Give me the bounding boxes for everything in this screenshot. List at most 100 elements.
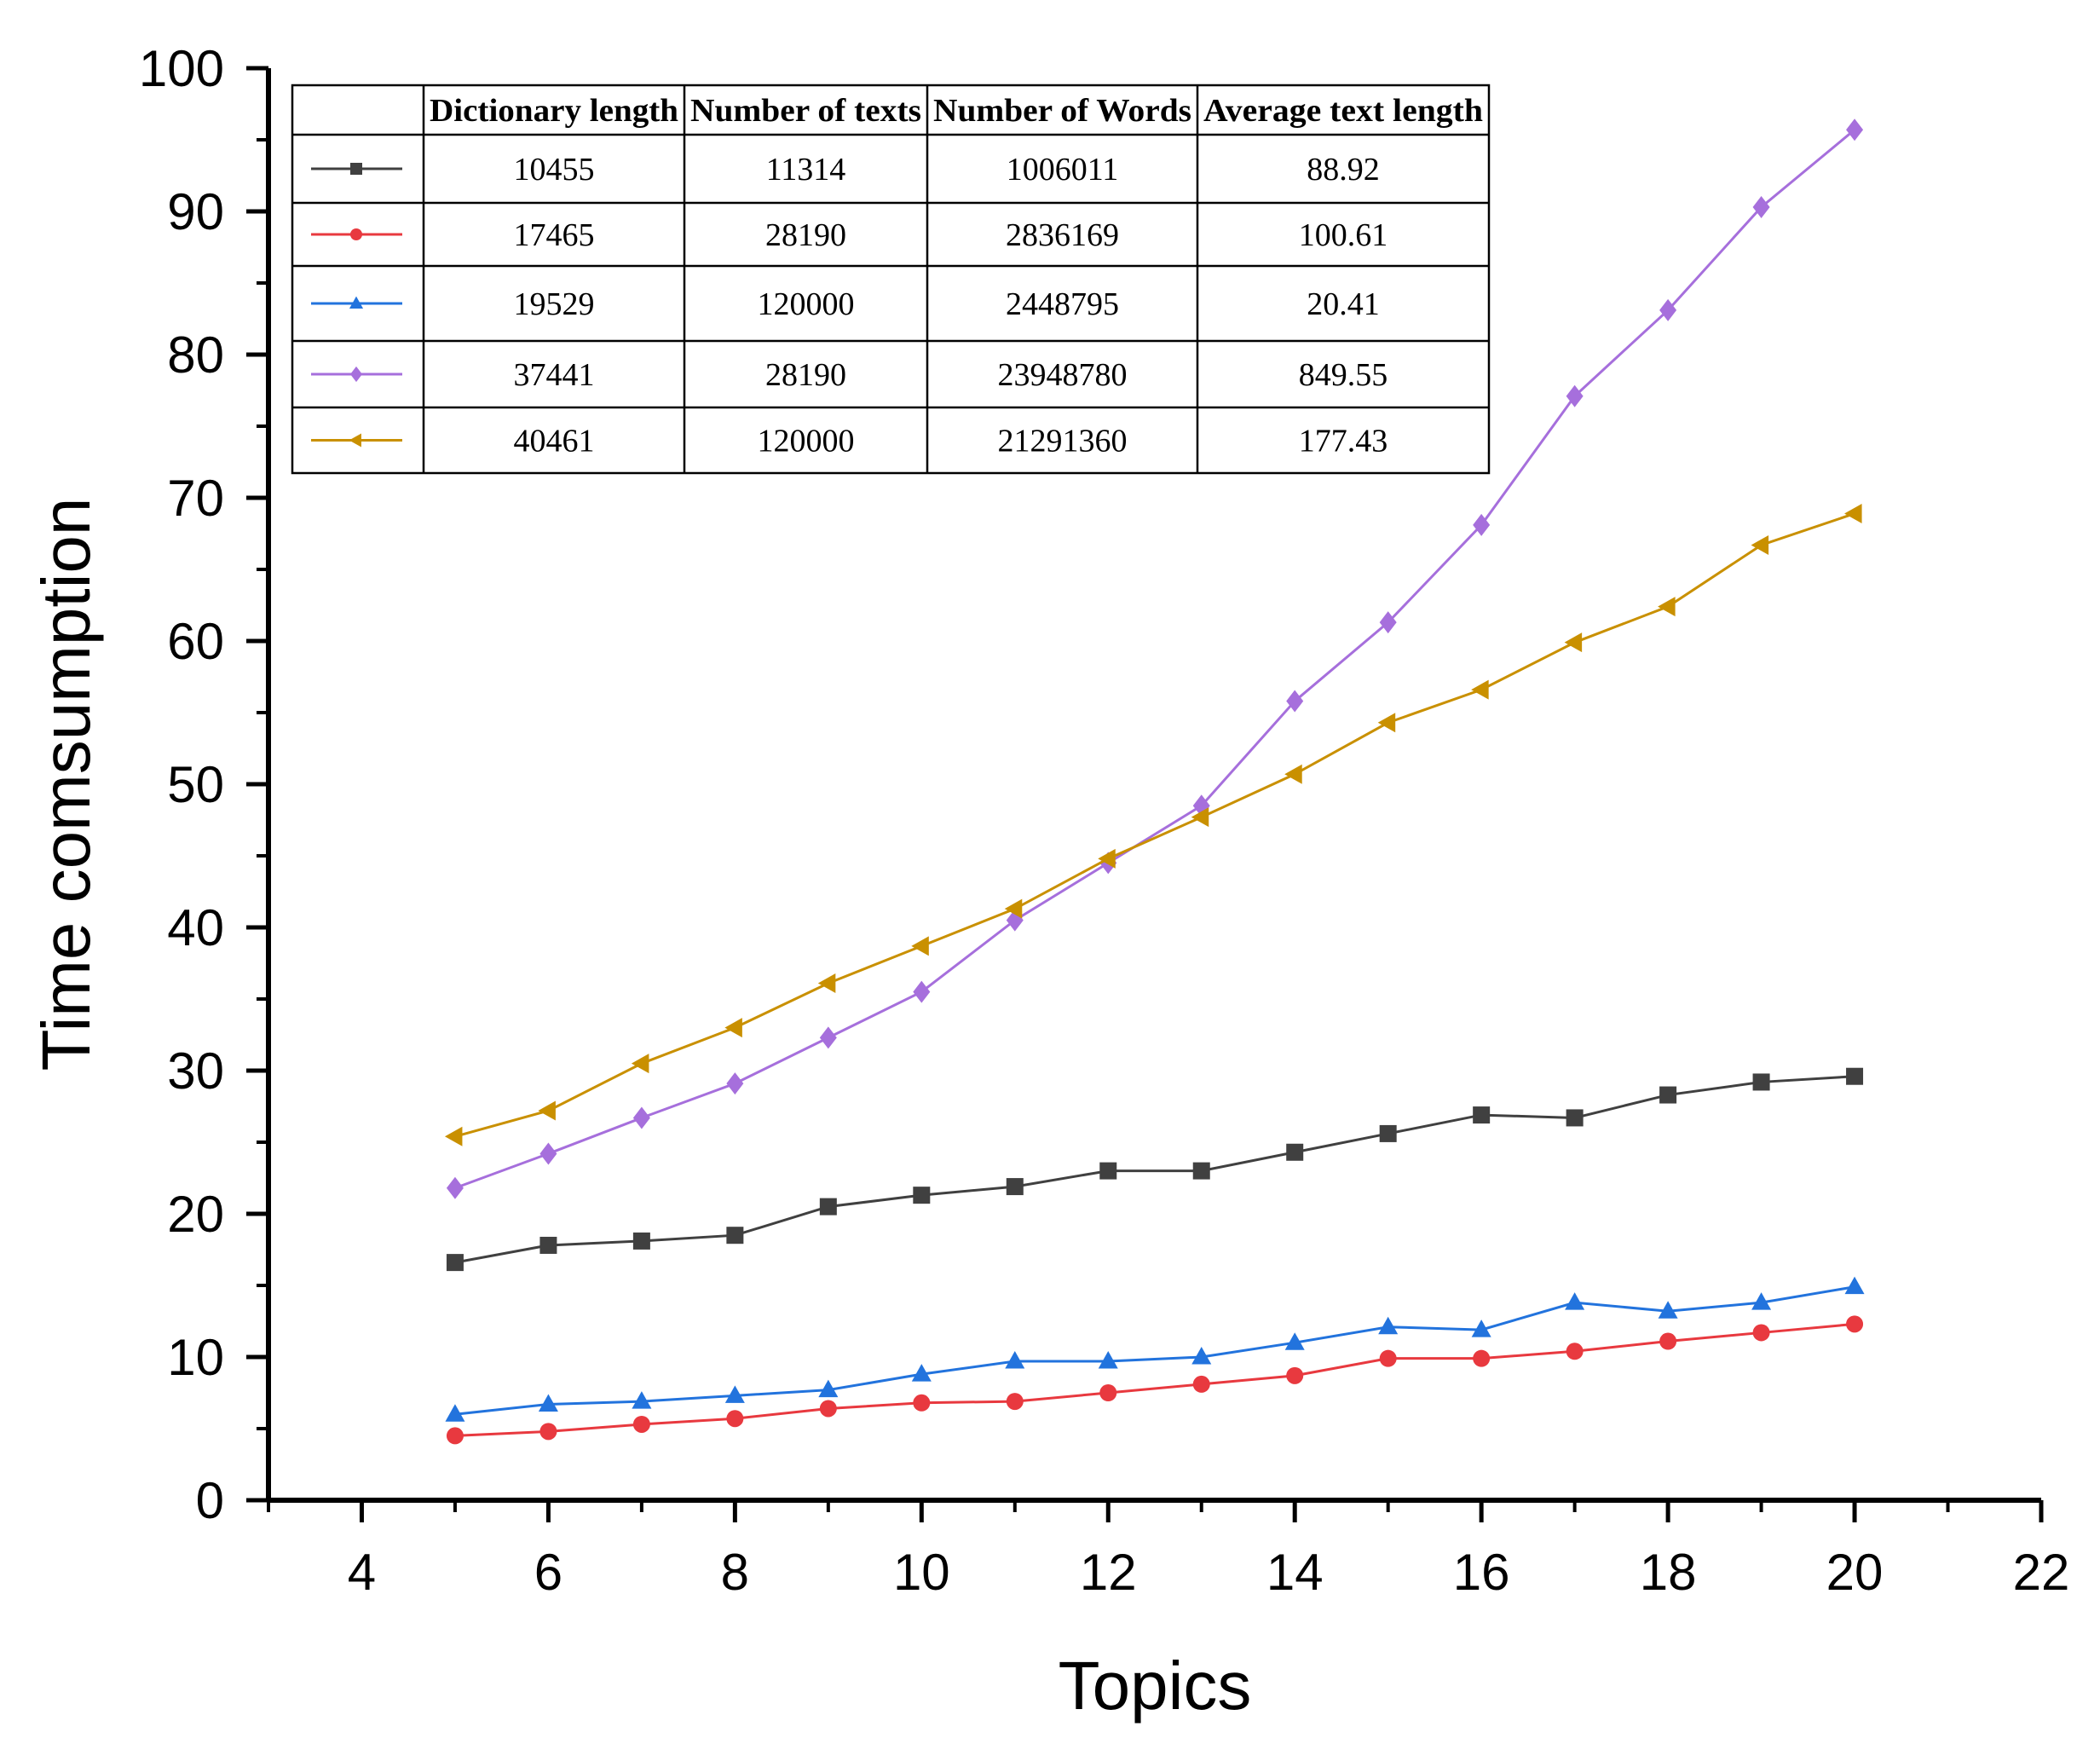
data-point-19529 xyxy=(911,1364,932,1382)
y-tick-label: 0 xyxy=(196,1472,224,1529)
series-19529 xyxy=(445,1276,1865,1422)
table-cell: 10455 xyxy=(514,152,595,188)
y-tick-label: 70 xyxy=(167,470,224,527)
legend-marker xyxy=(349,296,364,309)
x-tick-label: 12 xyxy=(1080,1544,1137,1601)
data-point-37441 xyxy=(1846,118,1864,141)
table-cell: 20.41 xyxy=(1307,286,1380,322)
data-point-17465 xyxy=(632,1415,650,1433)
data-point-10455 xyxy=(632,1232,650,1250)
y-tick-label: 80 xyxy=(167,326,224,384)
data-point-19529 xyxy=(1284,1332,1305,1350)
data-point-17465 xyxy=(1846,1315,1864,1333)
legend-sample-17465 xyxy=(311,228,402,240)
data-point-19529 xyxy=(538,1394,558,1412)
y-tick-label: 100 xyxy=(139,40,224,97)
y-tick-label: 20 xyxy=(167,1186,224,1243)
data-point-40461 xyxy=(1191,807,1209,828)
table-cell: 17465 xyxy=(514,217,595,253)
data-point-40461 xyxy=(1377,713,1396,733)
data-point-10455 xyxy=(726,1227,744,1244)
table-cell: 177.43 xyxy=(1299,424,1388,459)
axes: 4 6 8 10 12 14 16 18 20 22 0 10 20 30 40 50 60 70 80 90 100 xyxy=(139,40,2069,1601)
legend-table: Dictionary length Number of texts Number o… xyxy=(291,84,1491,475)
series-37441 xyxy=(446,118,1864,1199)
table-header-cell: Dictionary length xyxy=(430,93,678,129)
data-point-19529 xyxy=(1844,1276,1865,1295)
y-tick-label: 50 xyxy=(167,756,224,813)
data-point-10455 xyxy=(446,1254,464,1272)
x-tick-label: 22 xyxy=(2013,1544,2070,1601)
data-point-40461 xyxy=(1098,848,1116,869)
table-cell: 19529 xyxy=(514,286,595,322)
series-line-10455 xyxy=(454,1075,1855,1264)
data-point-19529 xyxy=(818,1379,839,1398)
data-point-40461 xyxy=(444,1126,463,1146)
table-cell: 28190 xyxy=(765,357,846,393)
data-point-19529 xyxy=(632,1391,652,1409)
data-point-10455 xyxy=(1379,1124,1397,1142)
table-header-cell: Number of Words xyxy=(933,93,1191,129)
table-cell: 120000 xyxy=(758,286,855,322)
table-cell: 37441 xyxy=(514,357,595,393)
series-layer xyxy=(444,118,1865,1445)
table-cell: 1006011 xyxy=(1007,152,1119,188)
table-cell: 11314 xyxy=(766,152,846,188)
y-tick-label: 10 xyxy=(167,1329,224,1386)
data-point-19529 xyxy=(1098,1351,1118,1369)
x-tick-label: 4 xyxy=(348,1544,376,1601)
data-point-17465 xyxy=(1192,1375,1210,1393)
data-point-40461 xyxy=(1284,764,1302,784)
data-point-37441 xyxy=(1473,513,1491,536)
legend-marker xyxy=(349,433,361,448)
data-point-17465 xyxy=(446,1427,464,1445)
data-point-10455 xyxy=(539,1236,557,1254)
series-line-40461 xyxy=(454,512,1855,1138)
data-point-10455 xyxy=(913,1187,931,1204)
table-cell: 100.61 xyxy=(1299,217,1388,253)
data-point-37441 xyxy=(1286,690,1304,713)
x-tick-label: 14 xyxy=(1266,1544,1324,1601)
series-17465 xyxy=(446,1315,1864,1445)
data-point-19529 xyxy=(1005,1351,1025,1369)
data-point-37441 xyxy=(632,1106,650,1129)
data-point-19529 xyxy=(445,1404,465,1422)
data-point-37441 xyxy=(726,1072,744,1095)
legend-marker xyxy=(350,228,362,240)
data-point-40461 xyxy=(911,936,929,956)
data-point-40461 xyxy=(538,1100,556,1121)
data-point-37441 xyxy=(913,980,931,1003)
data-point-17465 xyxy=(1752,1324,1770,1342)
data-point-17465 xyxy=(1379,1349,1397,1367)
data-point-10455 xyxy=(1473,1106,1491,1124)
y-tick-label: 60 xyxy=(167,613,224,670)
series-10455 xyxy=(446,1067,1864,1272)
data-point-10455 xyxy=(1659,1086,1677,1104)
x-tick-label: 18 xyxy=(1640,1544,1697,1601)
legend-sample-19529 xyxy=(311,296,402,309)
table-cell: 40461 xyxy=(514,424,595,459)
data-point-40461 xyxy=(1564,632,1583,653)
data-point-40461 xyxy=(1471,679,1489,700)
y-tick-label: 40 xyxy=(167,899,224,956)
data-point-17465 xyxy=(1006,1393,1024,1411)
data-point-10455 xyxy=(1099,1162,1117,1180)
series-line-37441 xyxy=(454,129,1856,1190)
x-tick-label: 8 xyxy=(721,1544,749,1601)
data-point-37441 xyxy=(1752,195,1770,218)
x-tick-label: 16 xyxy=(1453,1544,1510,1601)
data-point-37441 xyxy=(819,1026,837,1049)
legend-sample-37441 xyxy=(311,366,402,383)
data-point-19529 xyxy=(724,1385,745,1403)
data-point-17465 xyxy=(1286,1366,1304,1384)
table-cell: 21291360 xyxy=(998,424,1128,459)
y-tick-label: 30 xyxy=(167,1042,224,1100)
data-point-19529 xyxy=(1378,1316,1399,1335)
data-point-17465 xyxy=(1659,1332,1677,1350)
data-point-17465 xyxy=(1566,1343,1584,1360)
series-line-19529 xyxy=(454,1285,1855,1416)
table-cell: 28190 xyxy=(765,217,846,253)
data-point-40461 xyxy=(631,1054,649,1074)
y-tick-label: 90 xyxy=(167,183,224,240)
